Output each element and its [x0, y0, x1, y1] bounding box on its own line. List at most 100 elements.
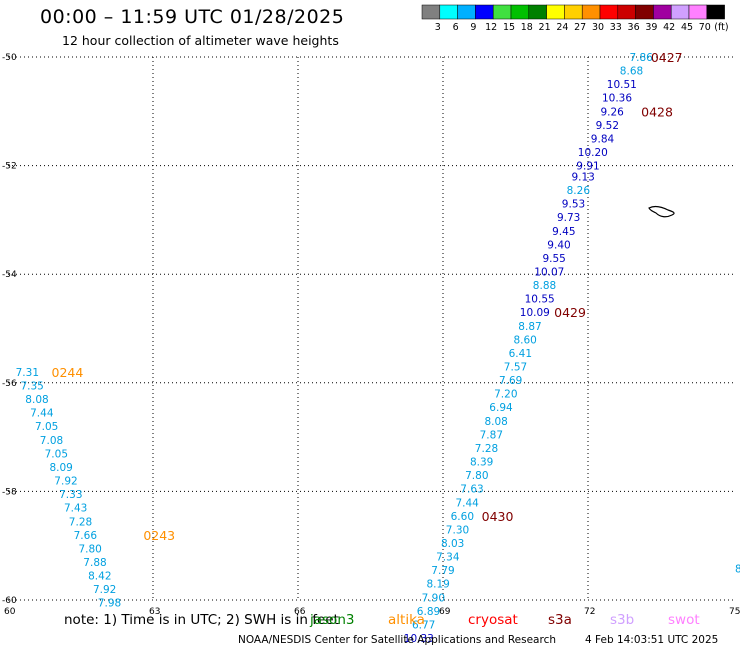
- colorbar-tick-label: 39: [645, 22, 657, 33]
- wave-height-label: 7.20: [494, 389, 517, 401]
- colorbar-tick-label: 6: [453, 22, 459, 33]
- wave-height-label: 9.26: [600, 106, 624, 118]
- colorbar-swatch: [546, 4, 565, 20]
- colorbar-tick-label: 45: [681, 22, 693, 33]
- wave-height-label: 10.20: [578, 147, 608, 159]
- satellite-legend-item: s3a: [548, 612, 572, 628]
- footer-note: note: 1) Time is in UTC; 2) SWH is in fe…: [64, 612, 339, 628]
- x-tick-label: 69: [439, 607, 451, 617]
- colorbar-swatch: [653, 4, 672, 20]
- wave-height-label: 9.52: [596, 120, 619, 132]
- colorbar-tick-label: 18: [521, 22, 533, 33]
- colorbar-swatch: [492, 4, 512, 20]
- wave-height-label: 10.51: [607, 79, 637, 91]
- colorbar-tick-label: 33: [610, 22, 622, 33]
- wave-height-label: 7.05: [45, 448, 68, 460]
- wave-height-label: 7.79: [431, 565, 454, 577]
- satellite-legend-item: swot: [668, 612, 700, 628]
- wave-height-label: 7.98: [98, 598, 121, 610]
- colorbar-swatch: [581, 4, 601, 20]
- colorbar-tick-label: 9: [470, 22, 476, 33]
- colorbar-tick-label: 27: [574, 22, 586, 33]
- colorbar-unit-label: (ft): [714, 22, 728, 33]
- wave-height-label: 8.60: [513, 334, 536, 346]
- wave-height-label: 9.45: [552, 226, 575, 238]
- y-tick-label: -54: [2, 270, 17, 280]
- colorbar-tick-label: 12: [485, 22, 497, 33]
- colorbar-swatch: [706, 4, 725, 20]
- wave-height-label: 7.34: [436, 552, 460, 564]
- wave-height-label: 8.08: [484, 416, 507, 428]
- colorbar-tick-label: 24: [556, 22, 568, 33]
- colorbar-swatch: [475, 4, 494, 20]
- wave-height-label: 7.92: [54, 476, 77, 488]
- pass-time-label: 0244: [52, 365, 84, 380]
- x-tick-label: 60: [4, 607, 16, 617]
- wave-height-label: 7.87: [480, 429, 503, 441]
- wave-height-label: 7.35: [20, 381, 43, 393]
- colorbar-swatch: [457, 4, 476, 20]
- chart-title: 00:00 – 11:59 UTC 01/28/2025: [40, 6, 345, 28]
- colorbar-swatch: [510, 4, 530, 20]
- wave-height-label: 7.88: [83, 557, 106, 569]
- colorbar-swatch: [599, 4, 619, 20]
- satellite-legend-item: jason3: [310, 612, 355, 628]
- colorbar-swatch: [421, 4, 441, 20]
- wave-height-label: 8.87: [518, 321, 541, 333]
- wave-height-label: 7.92: [93, 584, 116, 596]
- colorbar-swatch: [528, 4, 547, 20]
- wave-height-label: 9.40: [547, 239, 570, 251]
- wave-height-label: 7.63: [460, 484, 483, 496]
- colorbar-swatch: [688, 4, 708, 20]
- colorbar-swatch: [670, 4, 690, 20]
- wave-height-label: 7.80: [78, 543, 101, 555]
- wave-height-label: 6.60: [451, 511, 474, 523]
- wave-height-label: 9.53: [562, 199, 585, 211]
- wave-height-label: 7.86: [629, 52, 653, 64]
- wave-height-label: 7.43: [64, 503, 87, 515]
- pass-time-label: 0429: [554, 305, 586, 320]
- wave-height-label: 10.55: [525, 294, 555, 306]
- wave-height-label: 6.77: [412, 619, 435, 631]
- colorbar-swatch: [617, 4, 636, 20]
- wave-height-label: 6.41: [509, 348, 532, 360]
- y-tick-label: -60: [2, 596, 17, 606]
- colorbar-tick-label: 36: [628, 22, 640, 33]
- wave-height-label: 7.80: [465, 470, 488, 482]
- wave-height-label: 7.57: [504, 362, 527, 374]
- y-tick-label: -50: [2, 53, 17, 63]
- wave-height-label: 8.08: [25, 394, 48, 406]
- wave-height-label: 8.19: [426, 579, 449, 591]
- x-tick-label: 75: [729, 607, 740, 617]
- wave-height-label: 10.33: [404, 633, 434, 645]
- y-tick-label: -58: [2, 487, 17, 497]
- wave-height-label: 9.84: [591, 133, 615, 145]
- pass-time-label: 0427: [651, 50, 683, 65]
- y-tick-label: -56: [2, 379, 17, 389]
- wave-height-label: 7.90: [422, 592, 445, 604]
- x-tick-label: 66: [294, 607, 306, 617]
- wave-height-label: 7.31: [16, 367, 39, 379]
- wave-height-label: 10.07: [534, 266, 564, 278]
- footer-generated-time: 4 Feb 14:03:51 UTC 2025: [585, 634, 719, 646]
- wave-height-label: 7.66: [74, 530, 98, 542]
- satellite-legend-item: cryosat: [468, 612, 518, 628]
- colorbar-swatch: [439, 4, 458, 20]
- colorbar-tick-label: 3: [435, 22, 441, 33]
- x-tick-label: 72: [584, 607, 595, 617]
- wave-height-label: 10.36: [602, 93, 632, 105]
- wave-height-label: 7.28: [475, 443, 498, 455]
- y-tick-label: -52: [2, 162, 17, 172]
- colorbar-tick-label: 42: [663, 22, 675, 33]
- wave-height-label: 8.88: [533, 280, 556, 292]
- wave-height-label: 9.73: [557, 212, 580, 224]
- satellite-legend-item: s3b: [610, 612, 635, 628]
- satellite-legend-item: altika: [388, 612, 425, 628]
- wave-height-label: 8.39: [470, 457, 493, 469]
- wave-height-label: 8.42: [88, 571, 111, 583]
- colorbar-tick-label: 21: [539, 22, 551, 33]
- wave-height-label: 9.55: [542, 253, 565, 265]
- wave-height-label: 9.91: [576, 161, 599, 173]
- wave-height-label: 7.44: [30, 408, 54, 420]
